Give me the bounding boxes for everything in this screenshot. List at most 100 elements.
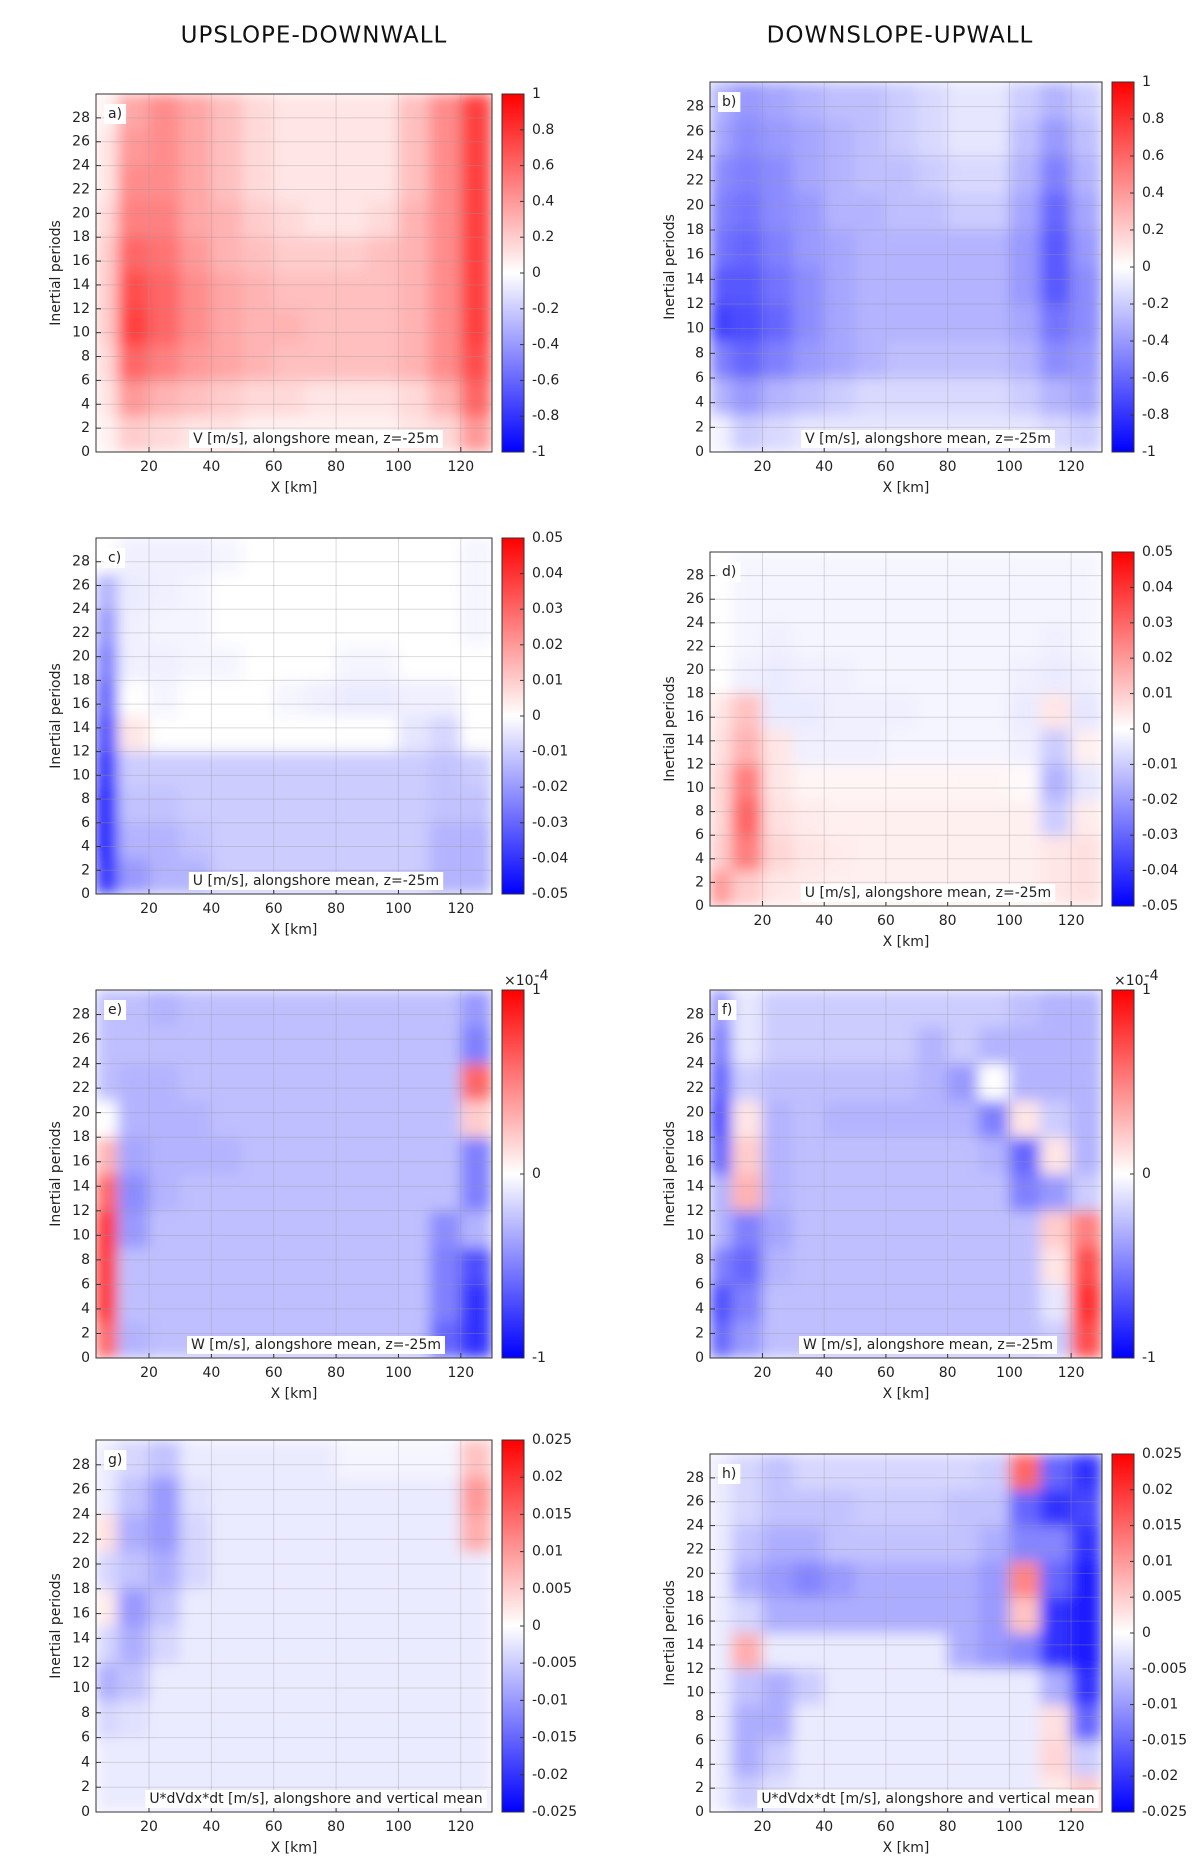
heatmap-cell [947,1454,979,1491]
y-axis-label: Inertial periods [662,214,678,320]
heatmap-cell [429,608,462,646]
heatmap-cell [242,165,275,202]
heatmap-cell [148,1440,181,1478]
heatmap-cell [1070,1704,1102,1741]
y-tick-label: 8 [695,804,704,820]
x-axis-label: X [km] [271,1386,318,1402]
y-tick-label: 10 [72,1227,90,1243]
heatmap-cell [762,657,794,694]
heatmap-cell [179,822,212,859]
heatmap-cell [978,1740,1010,1777]
colorbar-exponent: -4 [1145,968,1159,984]
heatmap-cell [823,1561,856,1598]
heatmap-cell [710,1668,732,1705]
heatmap-cell [398,94,430,131]
heatmap-cell [211,573,243,610]
panel-label: c) [108,550,121,566]
heatmap-cell [854,657,887,694]
heatmap-cell [96,573,119,610]
colorbar-tick-label: 0.04 [532,566,563,582]
y-tick-label: 10 [686,1227,704,1243]
heatmap-cell [793,1063,825,1101]
heatmap-cell [179,1136,212,1175]
heatmap-cell [854,764,887,801]
heatmap-cell [1070,1247,1102,1285]
heatmap-cell [793,1632,825,1670]
heatmap-cell [242,236,275,274]
heatmap-cell [273,822,306,859]
heatmap-cell [793,1210,825,1248]
heatmap-cell [96,680,119,717]
heatmap-cell [242,1700,275,1738]
heatmap-cell [710,1525,732,1562]
heatmap-cell [1070,1026,1102,1064]
heatmap-cell [398,990,430,1028]
heatmap-cell [211,344,243,381]
x-tick-label: 60 [265,1819,283,1835]
heatmap-cell [366,573,399,610]
colorbar-tick-label: 1 [1142,74,1151,90]
heatmap-cell [823,340,856,379]
y-tick-label: 28 [72,1457,90,1473]
heatmap-cell [823,622,856,659]
heatmap-cell [398,1440,430,1478]
heatmap-cell [398,751,430,788]
heatmap-cell [242,308,275,345]
heatmap-cell [304,1551,337,1590]
y-tick-label: 12 [686,1661,704,1677]
heatmap-cell [1009,1525,1041,1562]
y-axis-label: Inertial periods [662,676,678,782]
y-tick-label: 12 [72,301,90,317]
heatmap-cell [885,1740,918,1777]
heatmap-cell [398,715,430,752]
heatmap-cell [179,608,212,646]
heatmap-cell [1009,587,1041,624]
y-tick-label: 20 [686,1105,704,1121]
heatmap-cell [1009,229,1041,268]
heatmap-cell [947,1632,979,1670]
y-tick-label: 2 [695,874,704,890]
heatmap [96,94,492,452]
heatmap-cell [273,680,306,717]
colorbar-tick-label: -0.05 [1142,898,1178,914]
y-tick-label: 16 [686,709,704,725]
y-tick-label: 0 [695,1804,704,1820]
heatmap-cell [179,1625,212,1664]
heatmap-cell [211,1700,243,1738]
heatmap-cell [823,1136,856,1175]
heatmap-cell [710,303,732,342]
heatmap-cell [1039,657,1072,694]
heatmap-cell [916,1100,948,1138]
heatmap-cell [1070,229,1102,268]
heatmap-cell [916,1284,948,1322]
heatmap-cell [398,786,430,824]
heatmap-cell [731,303,763,342]
y-tick-label: 18 [686,1589,704,1605]
panel-label: a) [108,106,122,122]
heatmap-cell [978,990,1010,1028]
heatmap-cell [117,1173,150,1212]
heatmap-cell [179,201,212,238]
colorbar-tick-label: 0.6 [1142,148,1164,164]
heatmap-cell [1039,1740,1072,1777]
heatmap-cell [117,1026,150,1064]
heatmap-cell [460,308,492,345]
heatmap-cell [978,82,1010,120]
y-tick-label: 22 [72,1531,90,1547]
heatmap-cell [916,1632,948,1670]
heatmap-cell [793,1740,825,1777]
y-tick-label: 10 [686,1685,704,1701]
heatmap-cell [916,657,948,694]
heatmap-cell [916,834,948,871]
heatmap-cell [117,1737,150,1776]
heatmap-cell [148,715,181,752]
heatmap-cell [179,1063,212,1101]
colorbar-tick-label: -0.03 [1142,827,1178,843]
heatmap-cell [117,786,150,824]
x-tick-label: 120 [447,901,474,917]
heatmap-cell [148,1173,181,1212]
heatmap-cell [242,1440,275,1478]
heatmap-cell [273,1514,306,1552]
heatmap-cell [947,693,979,730]
heatmap-cell [429,715,462,752]
